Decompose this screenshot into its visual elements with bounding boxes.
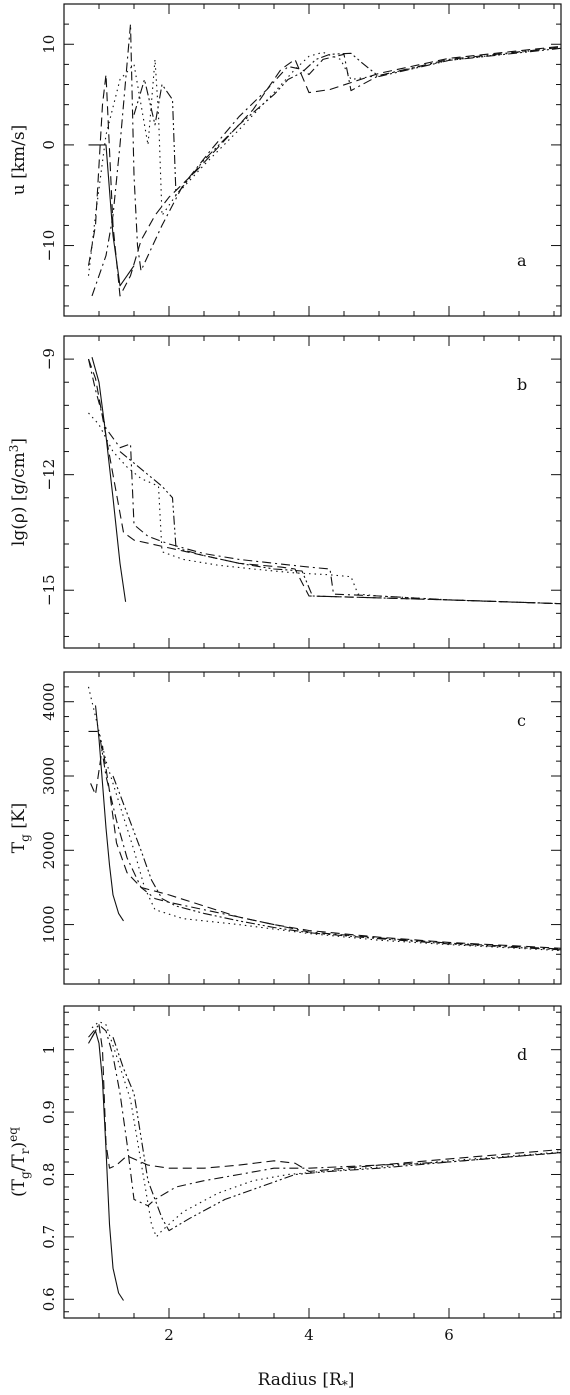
y-axis-label: (Tg/Tr)eq bbox=[6, 1127, 32, 1197]
series-line-dotted bbox=[87, 46, 561, 276]
series-line-dashdotdot bbox=[133, 47, 561, 196]
panel-label: b bbox=[517, 375, 527, 394]
series-line-dashdot bbox=[88, 730, 561, 950]
series-line-dashdot bbox=[88, 1024, 561, 1207]
series-line-dashed bbox=[90, 745, 561, 949]
series-line-dashdotdot bbox=[112, 775, 561, 951]
y-tick-label: 4000 bbox=[40, 683, 58, 721]
x-axis-label: Radius [R*] bbox=[258, 1370, 355, 1392]
plot-frame bbox=[63, 3, 562, 317]
y-tick-label: 0 bbox=[40, 140, 58, 150]
y-tick-label: −15 bbox=[40, 574, 58, 606]
y-tick-label: 0.9 bbox=[40, 1100, 58, 1124]
y-axis-label: u [km/s] bbox=[9, 125, 29, 196]
y-tick-label: 2000 bbox=[40, 831, 58, 869]
series-line-solid bbox=[91, 357, 127, 602]
series-line-dotted bbox=[88, 412, 561, 605]
series-line-dashdotdot bbox=[112, 1037, 561, 1232]
y-tick-label: 3000 bbox=[40, 757, 58, 795]
series-line-dotted bbox=[91, 1021, 561, 1238]
y-tick-label: −9 bbox=[40, 348, 58, 370]
y-tick-label: 0.7 bbox=[40, 1225, 58, 1249]
series-line-dashdot bbox=[91, 23, 561, 297]
y-tick-label: 0.6 bbox=[40, 1287, 58, 1311]
series-line-dashdotdot bbox=[119, 451, 561, 605]
y-tick-label: 10 bbox=[40, 35, 58, 54]
y-axis-label: Tg [K] bbox=[9, 803, 32, 853]
panel-label: c bbox=[517, 711, 526, 730]
y-tick-label: −10 bbox=[40, 230, 58, 262]
y-axis-label: lg(ρ) [g/cm3] bbox=[7, 438, 29, 546]
plot-frame bbox=[63, 671, 562, 985]
panel-c: 1000 2000 3000 4000 Tg [K] c bbox=[9, 671, 562, 985]
series-line-solid bbox=[88, 1030, 124, 1301]
panel-label: a bbox=[517, 251, 527, 270]
y-tick-label: 1 bbox=[40, 1045, 58, 1055]
plot-frame bbox=[63, 335, 562, 649]
panel-a: −10 0 10 u [km/s] a bbox=[9, 3, 562, 317]
panel-d: 2 4 6 0.6 0.7 0.8 0.9 1 (Tg/Tr)eq d bbox=[6, 1005, 562, 1344]
series-line-solid bbox=[94, 705, 124, 922]
series-line-dashdot bbox=[87, 358, 561, 605]
series-line-dashed bbox=[87, 358, 561, 605]
panel-b: −15 −12 −9 lg(ρ) [g/cm3] b bbox=[7, 335, 562, 649]
series-line-dotted bbox=[87, 686, 561, 952]
series-line-dashed bbox=[91, 1024, 561, 1172]
y-tick-label: 1000 bbox=[40, 905, 58, 943]
x-tick-label: 2 bbox=[164, 1326, 174, 1344]
x-tick-label: 4 bbox=[304, 1326, 314, 1344]
y-tick-label: 0.8 bbox=[40, 1163, 58, 1187]
x-tick-label: 6 bbox=[444, 1326, 454, 1344]
y-tick-label: −12 bbox=[40, 459, 58, 491]
panel-label: d bbox=[517, 1045, 527, 1064]
plot-frame bbox=[63, 1005, 562, 1319]
series-line-dashed bbox=[87, 45, 561, 297]
